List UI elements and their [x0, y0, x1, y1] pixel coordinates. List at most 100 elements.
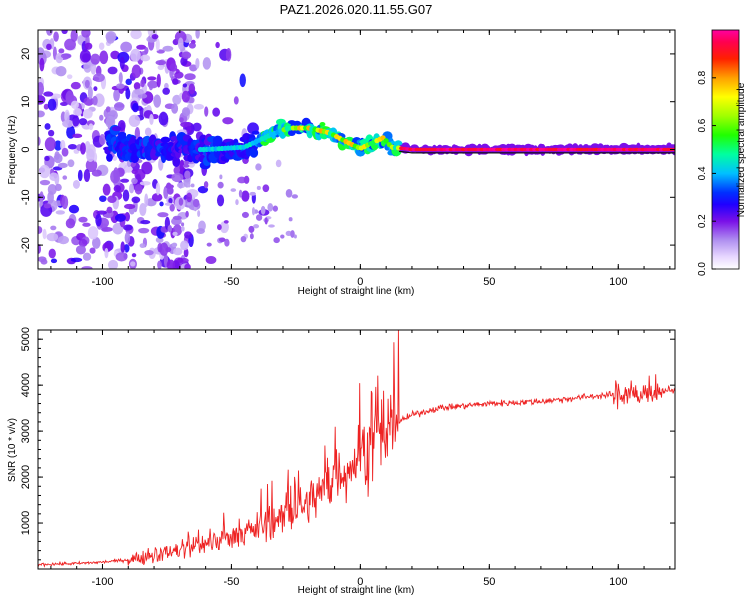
- heatmap-cell: [215, 41, 220, 49]
- heatmap-cell: [180, 56, 188, 66]
- heatmap-cell: [177, 257, 184, 263]
- heatmap-cell: [166, 182, 172, 190]
- heatmap-cell: [70, 257, 83, 263]
- heatmap-cell: [141, 161, 153, 175]
- heatmap-cell: [116, 83, 125, 89]
- heatmap-cell: [186, 125, 192, 134]
- heatmap-cell: [91, 169, 102, 177]
- heatmap-cell: [92, 95, 98, 106]
- heatmap-cell: [46, 232, 59, 242]
- snr-panel: -100 -50 0 50 100 1000 2000 3000 4000 5000 Heigh…: [7, 327, 676, 596]
- heatmap-cell: [131, 253, 137, 258]
- heatmap-cell: [206, 242, 212, 247]
- heatmap-cell: [61, 195, 69, 210]
- heatmap-cell: [139, 203, 147, 216]
- heatmap-cell: [67, 159, 75, 168]
- heatmap-cell: [39, 57, 45, 72]
- heatmap-cell: [50, 258, 58, 264]
- heatmap-cell: [169, 203, 175, 212]
- heatmap-cell: [128, 114, 141, 128]
- heatmap-cell: [123, 203, 136, 210]
- snr-y-tick-label: 4000: [20, 373, 32, 397]
- colorbar-tick-label: 0.6: [697, 118, 708, 132]
- heatmap-cell: [105, 115, 116, 129]
- heatmap-cell: [72, 179, 81, 189]
- heatmap-cell: [107, 259, 119, 269]
- heatmap-cell: [233, 96, 239, 105]
- heatmap-cell: [85, 158, 98, 173]
- heatmap-cell: [251, 130, 260, 135]
- heatmap-cell: [125, 78, 132, 86]
- heatmap-cell: [93, 86, 98, 92]
- heatmap-cell: [70, 81, 81, 90]
- heatmap-cell: [178, 197, 184, 206]
- heatmap-cell: [113, 184, 122, 193]
- heatmap-cell: [46, 30, 53, 36]
- heatmap-cell: [204, 106, 209, 117]
- heatmap-cell: [147, 76, 157, 81]
- heatmap-cell: [140, 54, 151, 62]
- snr-x-tick-label: 50: [483, 576, 495, 588]
- heatmap-cell: [104, 247, 109, 259]
- heatmap-cell: [111, 126, 122, 132]
- heatmap-cell: [243, 175, 250, 184]
- colorbar-tick-label: 0.4: [697, 166, 708, 180]
- heatmap-cell: [144, 250, 154, 256]
- heatmap-cell: [66, 74, 73, 80]
- heatmap-cell: [99, 50, 109, 65]
- spectrogram-y-tick-label: 10: [20, 96, 32, 108]
- heatmap-cell: [130, 48, 141, 62]
- heatmap-cell: [186, 202, 191, 206]
- heatmap-cell: [168, 197, 173, 204]
- snr-y-tick-label: 3000: [20, 419, 32, 443]
- heatmap-cell: [60, 53, 72, 59]
- heatmap-cell: [267, 203, 274, 212]
- spectrogram-x-tick-label: -100: [91, 276, 113, 288]
- heatmap-cell: [192, 122, 202, 132]
- heatmap-cell: [160, 136, 171, 144]
- heatmap-cell: [189, 64, 198, 72]
- heatmap-cell: [157, 212, 169, 218]
- heatmap-cell: [203, 181, 209, 189]
- heatmap-cell: [179, 159, 185, 174]
- heatmap-cell: [149, 113, 154, 125]
- heatmap-cell: [217, 224, 222, 231]
- heatmap-cell: [48, 129, 55, 137]
- heatmap-cell: [319, 122, 326, 127]
- snr-y-tick-label: 5000: [20, 327, 32, 351]
- heatmap-cell: [171, 103, 179, 114]
- heatmap-cell: [120, 241, 125, 253]
- heatmap-cell: [195, 30, 200, 39]
- spectrogram-x-tick-label: 0: [357, 276, 363, 288]
- heatmap-cell: [156, 49, 165, 54]
- heatmap-cell: [96, 210, 108, 215]
- heatmap-cell: [65, 218, 76, 229]
- snr-x-tick-label: 0: [357, 576, 363, 588]
- heatmap-cell: [188, 83, 196, 95]
- heatmap-cell: [113, 102, 125, 111]
- heatmap-cell: [181, 226, 185, 232]
- heatmap-cell: [70, 100, 79, 109]
- heatmap-cell: [138, 227, 150, 234]
- heatmap-cell: [193, 206, 197, 212]
- heatmap-cell: [81, 30, 91, 38]
- heatmap-cell: [78, 216, 88, 223]
- heatmap-cell: [49, 172, 59, 181]
- heatmap-cell: [105, 106, 111, 113]
- heatmap-cell: [192, 198, 200, 208]
- heatmap-cell: [89, 247, 96, 254]
- heatmap-cell: [92, 236, 101, 249]
- snr-x-tick-label: 100: [609, 576, 627, 588]
- heatmap-cell: [225, 47, 232, 62]
- heatmap-cell: [39, 179, 51, 186]
- heatmap-cell: [38, 164, 51, 179]
- heatmap-cell: [62, 119, 74, 128]
- heatmap-cell: [185, 210, 189, 218]
- heatmap-cell: [102, 183, 111, 196]
- heatmap-cell: [99, 133, 106, 146]
- heatmap-cell: [159, 201, 164, 207]
- heatmap-cell: [99, 195, 107, 202]
- heatmap-cell: [110, 50, 120, 60]
